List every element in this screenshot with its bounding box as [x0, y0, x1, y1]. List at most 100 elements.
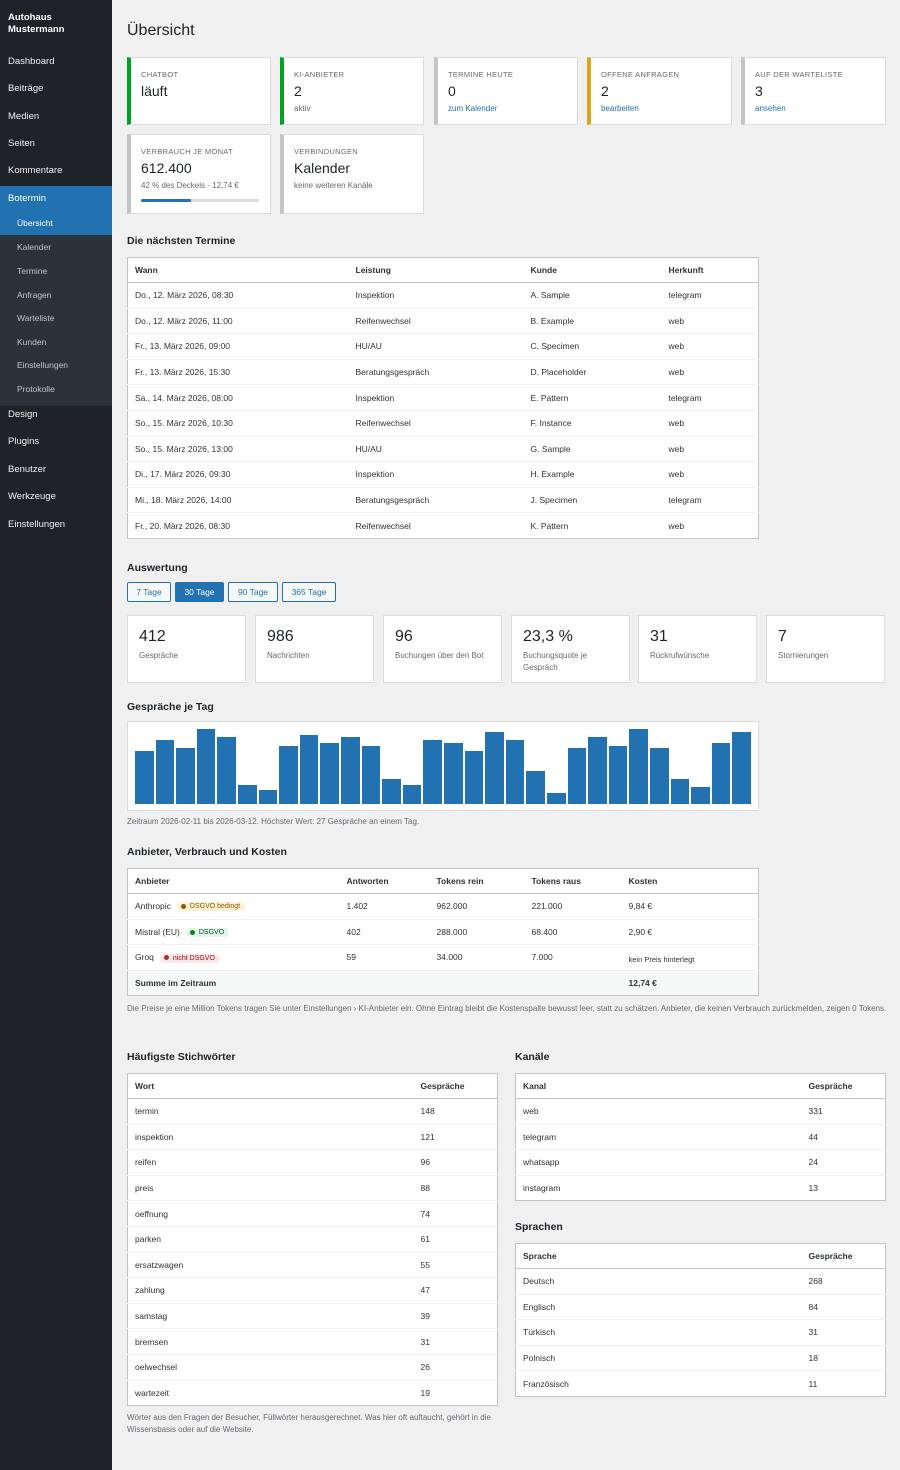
stat-value: 96	[395, 628, 413, 645]
source-cell: web	[661, 436, 759, 463]
submenu-waitlist[interactable]: Warteliste	[17, 313, 55, 323]
card-ai-provider: KI-ANBIETER 2 aktiv	[280, 57, 424, 125]
count-cell: 55	[413, 1252, 498, 1279]
count-cell: 331	[801, 1098, 886, 1125]
count-cell: 121	[413, 1124, 498, 1151]
providers-heading: Anbieter, Verbrauch und Kosten	[127, 846, 287, 858]
view-waitlist-link[interactable]: ansehen	[755, 104, 786, 113]
edit-requests-link[interactable]: bearbeiten	[601, 104, 639, 113]
menu-posts[interactable]: Beiträge	[8, 83, 44, 94]
service-cell: Reifenwechsel	[348, 308, 524, 335]
table-row: Türkisch 31	[515, 1319, 886, 1346]
menu-tools[interactable]: Werkzeuge	[8, 491, 56, 502]
submenu-customers[interactable]: Kunden	[17, 337, 47, 347]
range-7-days[interactable]: 7 Tage	[127, 582, 171, 602]
keywords-table: Wort Gespräche termin 148 inspektion 121 rei…	[127, 1073, 498, 1407]
tokens-in-cell: 962.000	[429, 893, 525, 920]
count-cell: 88	[413, 1175, 498, 1202]
service-cell: Inspektion	[348, 461, 524, 488]
word-cell: reifen	[127, 1149, 414, 1176]
chart-heading: Gespräche je Tag	[127, 701, 214, 713]
table-row: wartezeit 19	[128, 1380, 498, 1406]
card-value: 3	[755, 83, 763, 99]
range-90-days[interactable]: 90 Tage	[228, 582, 278, 602]
badge-label: DSGVO	[198, 929, 225, 937]
customer-cell: C. Specimen	[523, 333, 662, 360]
word-cell: inspektion	[127, 1124, 414, 1151]
chart-bar	[732, 731, 751, 804]
menu-botermin[interactable]: Botermin	[0, 186, 112, 212]
count-cell: 11	[808, 1378, 818, 1389]
chart-bar	[299, 734, 319, 804]
menu-comments[interactable]: Kommentare	[8, 165, 63, 176]
submenu-overview[interactable]: Übersicht	[0, 211, 112, 235]
stat-value: 412	[139, 628, 166, 645]
menu-pages[interactable]: Seiten	[8, 138, 35, 149]
table-row: whatsapp 24	[515, 1149, 886, 1176]
chart-bar	[526, 770, 545, 804]
chart-bar	[361, 745, 381, 804]
sum-row: Summe im Zeitraum 12,74 €	[127, 970, 759, 996]
languages-table: Sprache Gespräche Deutsch 268 Englisch 84 Tü…	[515, 1243, 886, 1397]
menu-dashboard[interactable]: Dashboard	[8, 56, 55, 67]
conversations-per-day-chart	[127, 721, 759, 811]
source-cell: telegram	[661, 487, 759, 514]
submenu-calendar[interactable]: Kalender	[17, 242, 52, 252]
language-cell: Französisch	[523, 1378, 569, 1389]
table-row: Englisch 84	[515, 1294, 886, 1321]
table-row: termin 148	[127, 1098, 498, 1125]
table-row: Anthropic DSGVO bedingt 1.402 962.000 221…	[127, 893, 759, 920]
stat-conversations: 412 Gespräche	[127, 615, 246, 683]
service-cell: Inspektion	[348, 384, 524, 411]
word-cell: termin	[127, 1098, 414, 1125]
card-label: OFFENE ANFRAGEN	[601, 70, 680, 79]
when-cell: Fr., 13. März 2026, 15:30	[127, 359, 349, 386]
sum-label: Summe im Zeitraum	[127, 970, 622, 996]
source-cell: telegram	[661, 384, 759, 411]
chart-bar	[629, 729, 648, 804]
table-row: parken 61	[127, 1226, 498, 1253]
chart-bar	[238, 784, 257, 804]
stat-messages: 986 Nachrichten	[255, 615, 374, 683]
card-chatbot: CHATBOT läuft	[127, 57, 271, 125]
menu-media[interactable]: Medien	[8, 111, 40, 122]
site-name[interactable]: Autohaus Mustermann	[8, 12, 65, 35]
channel-cell: instagram	[523, 1183, 561, 1194]
evaluation-heading: Auswertung	[127, 562, 188, 574]
count-cell: 84	[801, 1294, 886, 1321]
customer-cell: G. Sample	[523, 436, 662, 463]
submenu-logs[interactable]: Protokolle	[17, 384, 55, 394]
calendar-link[interactable]: zum Kalender	[448, 104, 498, 113]
chart-bar	[258, 790, 278, 804]
gdpr-badge: DSGVO bedingt	[176, 902, 246, 912]
chart-bar	[217, 737, 236, 804]
cost-cell: 9,84 €	[621, 893, 759, 920]
menu-plugins[interactable]: Plugins	[8, 436, 40, 447]
chart-bar	[567, 748, 587, 804]
channels-table: Kanal Gespräche web 331 telegram 44 whatsapp…	[515, 1073, 886, 1202]
when-cell: Fr., 20. März 2026, 08:30	[135, 520, 230, 531]
stat-booking-rate: 23,3 % Buchungsquote je Gespräch	[511, 615, 630, 683]
col-conversations: Gespräche	[413, 1073, 498, 1099]
channel-cell: whatsapp	[515, 1149, 802, 1176]
provider-cell: Groq nicht DSGVO	[127, 944, 340, 971]
appointments-heading: Die nächsten Termine	[127, 235, 236, 247]
customer-cell: E. Pattern	[523, 384, 662, 411]
table-row: Do., 12. März 2026, 08:30 Inspektion A. Sa…	[127, 282, 759, 309]
submenu-requests[interactable]: Anfragen	[17, 290, 52, 300]
menu-users[interactable]: Benutzer	[8, 464, 47, 475]
card-label: TERMINE HEUTE	[448, 70, 514, 79]
col-service: Leistung	[348, 257, 524, 283]
menu-settings[interactable]: Einstellungen	[8, 519, 66, 530]
customer-cell: F. Instance	[523, 410, 662, 437]
submenu-appointments[interactable]: Termine	[17, 266, 48, 276]
table-row: instagram 13	[516, 1175, 886, 1201]
table-row: Französisch 11	[516, 1371, 886, 1397]
tokens-in-cell: 288.000	[429, 919, 525, 946]
word-cell: zahlung	[127, 1277, 414, 1304]
range-365-days[interactable]: 365 Tage	[282, 582, 336, 602]
source-cell: telegram	[661, 282, 759, 309]
submenu-settings[interactable]: Einstellungen	[17, 360, 69, 370]
range-30-days[interactable]: 30 Tage	[175, 582, 224, 602]
menu-design[interactable]: Design	[8, 409, 38, 420]
